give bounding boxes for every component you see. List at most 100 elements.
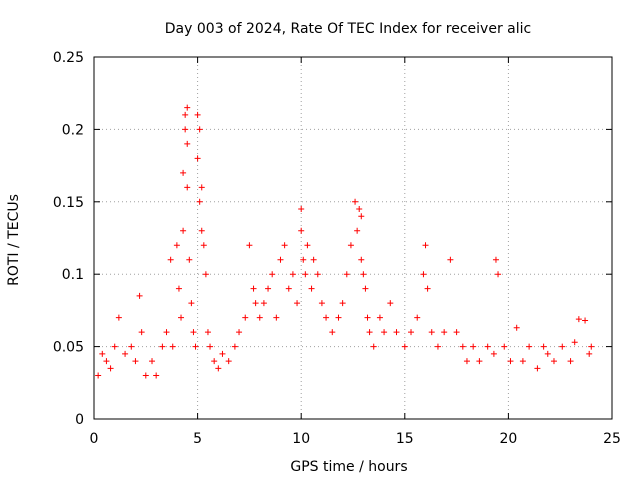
data-point — [236, 329, 243, 336]
data-points — [95, 104, 595, 379]
data-point — [588, 343, 595, 350]
data-point — [358, 256, 365, 263]
data-point — [586, 350, 593, 357]
data-point — [329, 329, 336, 336]
data-point — [184, 184, 191, 191]
data-point — [304, 242, 311, 249]
data-point — [339, 300, 346, 307]
data-point — [184, 104, 191, 111]
data-point — [260, 300, 267, 307]
y-tick-label: 0.05 — [53, 340, 84, 356]
data-point — [190, 329, 197, 336]
data-point — [424, 285, 431, 292]
data-point — [408, 329, 415, 336]
data-point — [298, 206, 305, 213]
data-point — [422, 242, 429, 249]
data-point — [95, 372, 102, 379]
data-point — [492, 256, 499, 263]
data-point — [420, 271, 427, 278]
data-point — [107, 365, 114, 372]
data-point — [310, 256, 317, 263]
data-point — [360, 271, 367, 278]
data-point — [308, 285, 315, 292]
data-point — [231, 343, 238, 350]
data-point — [169, 343, 176, 350]
x-tick-label: 0 — [90, 431, 99, 447]
data-point — [347, 242, 354, 249]
data-point — [434, 343, 441, 350]
data-point — [540, 343, 547, 350]
data-point — [277, 256, 284, 263]
data-point — [559, 343, 566, 350]
data-point — [484, 343, 491, 350]
data-point — [370, 343, 377, 350]
data-point — [180, 227, 187, 234]
data-point — [447, 256, 454, 263]
data-point — [159, 343, 166, 350]
plot-frame — [93, 56, 613, 420]
data-point — [501, 343, 508, 350]
data-point — [381, 329, 388, 336]
data-point — [111, 343, 118, 350]
data-point — [265, 285, 272, 292]
data-point — [138, 329, 145, 336]
data-point — [196, 198, 203, 205]
data-point — [188, 300, 195, 307]
data-point — [298, 227, 305, 234]
data-point — [153, 372, 160, 379]
x-tick-label: 25 — [603, 431, 621, 447]
data-point — [366, 329, 373, 336]
data-point — [289, 271, 296, 278]
y-tick-label: 0.25 — [53, 50, 84, 66]
data-point — [198, 184, 205, 191]
data-point — [211, 358, 218, 365]
data-point — [526, 343, 533, 350]
data-point — [567, 358, 574, 365]
data-point — [196, 126, 203, 133]
data-point — [453, 329, 460, 336]
grid-lines — [94, 57, 612, 419]
y-axis-title: ROTI / TECUs — [6, 194, 22, 286]
data-point — [219, 350, 226, 357]
x-axis-title: GPS time / hours — [290, 459, 407, 475]
data-point — [358, 213, 365, 220]
x-tick-label: 5 — [193, 431, 202, 447]
x-tick-label: 10 — [292, 431, 310, 447]
data-point — [194, 111, 201, 118]
data-point — [582, 317, 589, 324]
data-point — [182, 111, 189, 118]
data-point — [302, 271, 309, 278]
y-tick-label: 0.15 — [53, 195, 84, 211]
data-point — [173, 242, 180, 249]
data-point — [242, 314, 249, 321]
data-point — [99, 350, 106, 357]
data-point — [335, 314, 342, 321]
data-point — [414, 314, 421, 321]
data-point — [495, 271, 502, 278]
data-point — [318, 300, 325, 307]
data-point — [198, 227, 205, 234]
y-tick-label: 0.2 — [62, 122, 84, 138]
data-point — [428, 329, 435, 336]
data-point — [376, 314, 383, 321]
data-point — [476, 358, 483, 365]
chart-title: Day 003 of 2024, Rate Of TEC Index for r… — [165, 21, 531, 37]
data-point — [354, 227, 361, 234]
axis-ticks: 0 5 10 15 20 25 0 0.05 0.1 0.15 0.2 0.25 — [53, 50, 621, 447]
data-point — [364, 314, 371, 321]
data-point — [178, 314, 185, 321]
data-point — [393, 329, 400, 336]
data-point — [204, 329, 211, 336]
data-point — [250, 285, 257, 292]
data-point — [184, 140, 191, 147]
data-point — [122, 350, 129, 357]
data-point — [513, 324, 520, 331]
data-point — [128, 343, 135, 350]
data-point — [246, 242, 253, 249]
data-point — [519, 358, 526, 365]
data-point — [356, 206, 363, 213]
data-point — [132, 358, 139, 365]
data-point — [571, 339, 578, 346]
data-point — [202, 271, 209, 278]
data-point — [534, 365, 541, 372]
